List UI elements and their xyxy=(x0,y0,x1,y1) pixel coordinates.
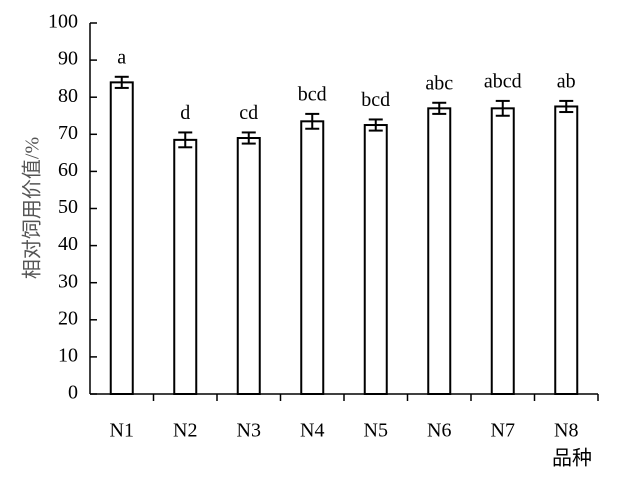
error-bar xyxy=(114,75,129,89)
y-tick-label: 60 xyxy=(58,159,78,181)
x-tick-label: N1 xyxy=(110,420,134,442)
y-tick-label: 70 xyxy=(58,122,78,144)
error-bar xyxy=(432,101,447,115)
significance-letter: bcd xyxy=(361,89,390,111)
bar xyxy=(490,107,515,396)
bar xyxy=(236,137,261,395)
x-tick-label: N2 xyxy=(173,420,197,442)
bar xyxy=(363,124,388,396)
x-tick-label: N6 xyxy=(427,420,451,442)
significance-letter: abc xyxy=(425,72,453,94)
error-bar xyxy=(305,112,320,130)
error-bar xyxy=(368,118,383,132)
x-tick-label: N5 xyxy=(364,420,388,442)
y-axis-title: 相对饲用价值/% xyxy=(21,137,44,279)
x-tick-label: N8 xyxy=(554,420,578,442)
y-tick-label: 80 xyxy=(58,85,78,107)
error-bar xyxy=(559,99,574,114)
x-tick-label: N3 xyxy=(237,420,261,442)
significance-letter: abcd xyxy=(484,71,522,93)
significance-letter: bcd xyxy=(298,83,327,105)
x-axis-title: 品种 xyxy=(552,447,592,470)
bar xyxy=(173,138,198,395)
bar xyxy=(300,120,325,395)
x-tick-label: N7 xyxy=(491,420,515,442)
significance-letter: a xyxy=(117,46,126,68)
y-tick-label: 10 xyxy=(58,344,78,366)
bar xyxy=(109,81,134,396)
x-tick-label: N4 xyxy=(300,420,324,442)
significance-letter: cd xyxy=(239,102,258,124)
error-bar xyxy=(495,99,510,117)
y-tick-label: 100 xyxy=(48,11,78,33)
error-bar xyxy=(241,131,256,145)
significance-letter: d xyxy=(180,102,190,124)
y-tick-label: 0 xyxy=(68,382,78,404)
bar xyxy=(554,105,579,395)
bar xyxy=(427,107,452,396)
y-tick-label: 90 xyxy=(58,48,78,70)
significance-letter: ab xyxy=(557,71,576,93)
y-tick-label: 30 xyxy=(58,270,78,292)
error-bar xyxy=(178,131,193,149)
y-tick-label: 40 xyxy=(58,233,78,255)
y-tick-label: 50 xyxy=(58,196,78,218)
y-tick-label: 20 xyxy=(58,307,78,329)
